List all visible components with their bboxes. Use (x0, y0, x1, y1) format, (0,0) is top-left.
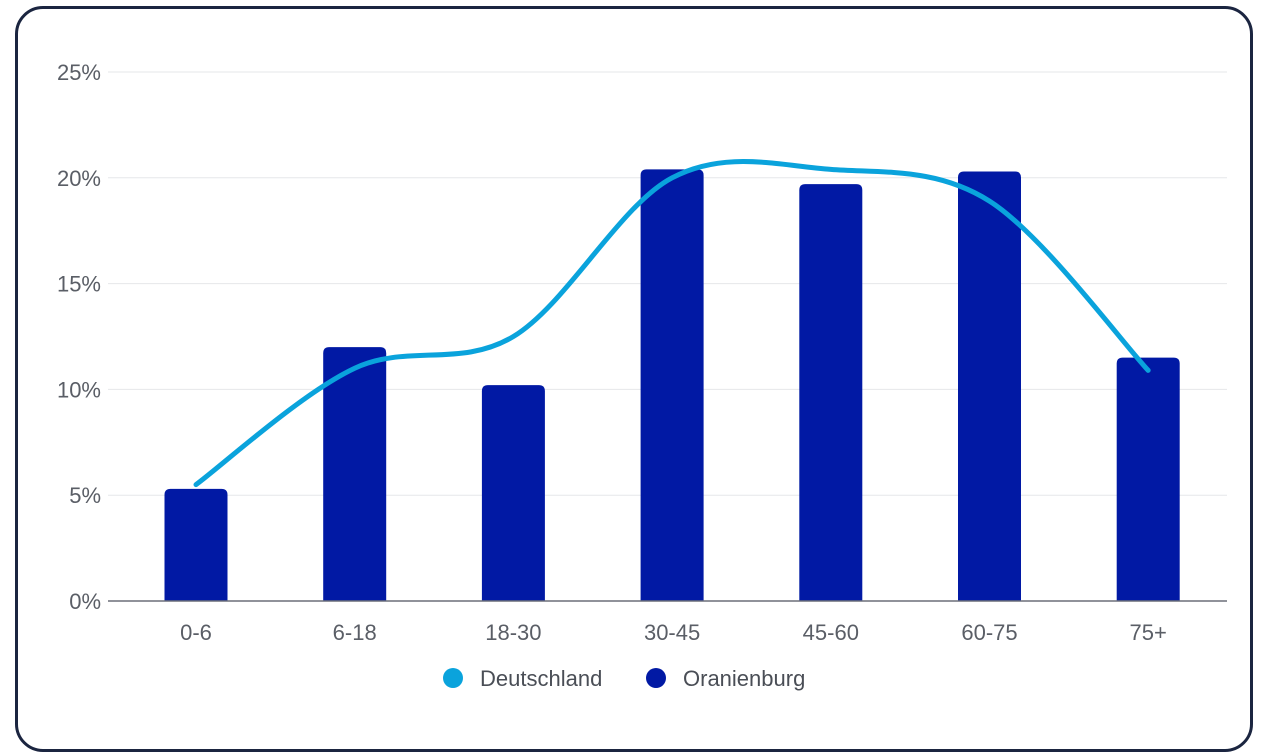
x-tick-label: 6-18 (333, 620, 377, 645)
bar-18-30[interactable] (481, 385, 545, 601)
bar-45-60[interactable] (799, 184, 863, 601)
legend-label-oranienburg: Oranienburg (683, 666, 805, 691)
x-axis-ticks: 0-6 6-18 18-30 30-45 45-60 60-75 75+ (180, 620, 1167, 645)
legend-marker-deutschland (443, 668, 463, 688)
chart-card (15, 6, 1253, 752)
legend-item-deutschland[interactable]: Deutschland (443, 666, 602, 691)
bar-0-6[interactable] (164, 488, 228, 601)
y-axis-ticks: 0% 5% 10% 15% 20% 25% (57, 60, 101, 614)
y-tick-label: 20% (57, 166, 101, 191)
x-tick-label: 60-75 (961, 620, 1017, 645)
y-tick-label: 15% (57, 272, 101, 297)
age-distribution-chart: 0% 5% 10% 15% 20% 25% 0-6 6-18 18-30 30-45 45-60 6… (57, 60, 1227, 691)
y-tick-label: 25% (57, 60, 101, 85)
y-tick-label: 10% (57, 377, 101, 402)
bar-series (164, 169, 1180, 601)
legend[interactable]: Deutschland Oranienburg (443, 666, 805, 691)
y-tick-label: 0% (69, 589, 101, 614)
legend-item-oranienburg[interactable]: Oranienburg (646, 666, 805, 691)
x-tick-label: 45-60 (803, 620, 859, 645)
bar-30-45[interactable] (640, 169, 704, 601)
x-tick-label: 75+ (1130, 620, 1167, 645)
bar-60-75[interactable] (958, 171, 1021, 601)
bar-75+[interactable] (1116, 357, 1180, 601)
bar-6-18[interactable] (323, 347, 387, 601)
deutschland-line (193, 159, 1151, 488)
x-tick-label: 0-6 (180, 620, 212, 645)
legend-marker-oranienburg (646, 668, 666, 688)
x-tick-label: 18-30 (485, 620, 541, 645)
x-tick-label: 30-45 (644, 620, 700, 645)
y-tick-label: 5% (69, 483, 101, 508)
legend-label-deutschland: Deutschland (480, 666, 602, 691)
